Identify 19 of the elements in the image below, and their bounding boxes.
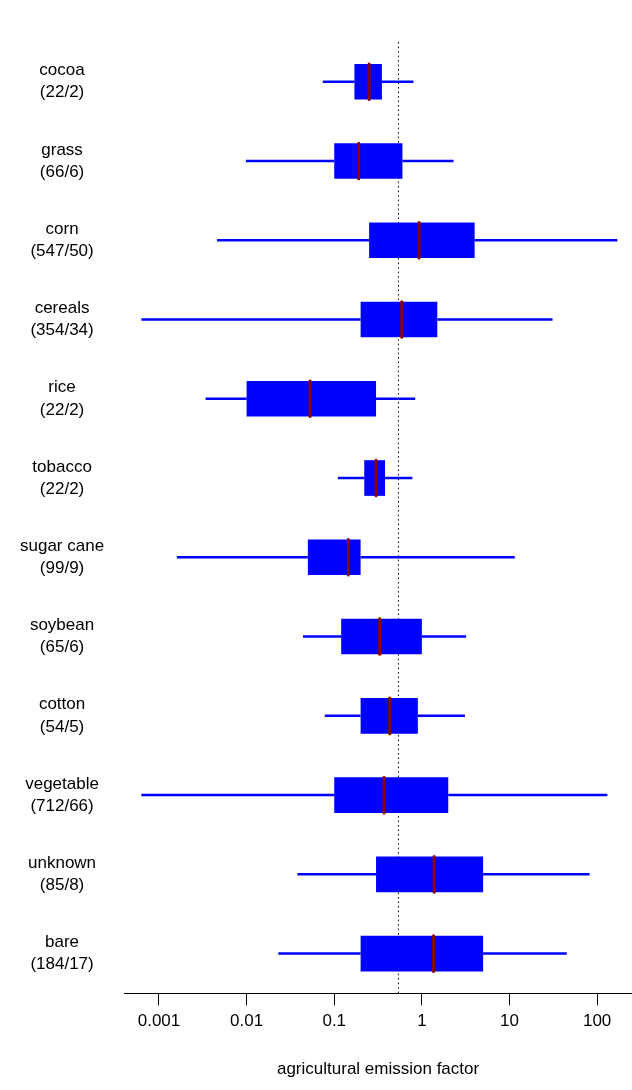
y-tick-label: bare (184/17) — [30, 932, 94, 974]
y-tick-label: tobacco (22/2) — [32, 456, 92, 498]
y-tick-label: grass (66/6) — [39, 139, 85, 181]
x-tick-label: 0.01 — [230, 1011, 264, 1031]
y-tick-label: corn (547/50) — [30, 218, 94, 260]
y-tick-label: sugar cane (99/9) — [19, 535, 105, 578]
y-tick-label: cereals (354/34) — [30, 298, 94, 340]
y-tick-label: rice (22/2) — [39, 377, 85, 419]
y-tick-label: soybean (65/6) — [29, 615, 95, 657]
x-tick-label: 10 — [500, 1011, 519, 1031]
x-axis-title: agricultural emission factor — [276, 1059, 480, 1079]
x-tick-label: 100 — [582, 1011, 612, 1031]
y-tick-label: cotton (54/5) — [38, 694, 86, 736]
y-tick-label: cocoa (22/2) — [39, 60, 86, 102]
y-tick-label: unknown (85/8) — [28, 852, 97, 895]
y-tick-label: vegetable (712/66) — [25, 773, 99, 815]
x-tick-label: 0.001 — [137, 1011, 181, 1031]
x-tick-label: 1 — [417, 1011, 427, 1031]
x-tick-label: 0.1 — [322, 1011, 347, 1031]
